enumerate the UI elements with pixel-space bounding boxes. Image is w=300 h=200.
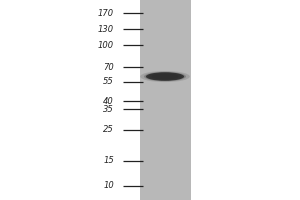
- Ellipse shape: [152, 74, 178, 80]
- Ellipse shape: [144, 72, 186, 81]
- Text: 130: 130: [98, 25, 114, 34]
- Ellipse shape: [140, 71, 190, 82]
- Text: 170: 170: [98, 9, 114, 18]
- Text: 70: 70: [103, 63, 114, 72]
- Text: 35: 35: [103, 105, 114, 114]
- Text: 55: 55: [103, 77, 114, 86]
- Ellipse shape: [148, 73, 182, 80]
- Text: 25: 25: [103, 125, 114, 134]
- Text: 10: 10: [103, 181, 114, 190]
- Text: 15: 15: [103, 156, 114, 165]
- Text: 100: 100: [98, 41, 114, 50]
- Text: 40: 40: [103, 97, 114, 106]
- Bar: [140, 0, 190, 200]
- Ellipse shape: [146, 72, 184, 81]
